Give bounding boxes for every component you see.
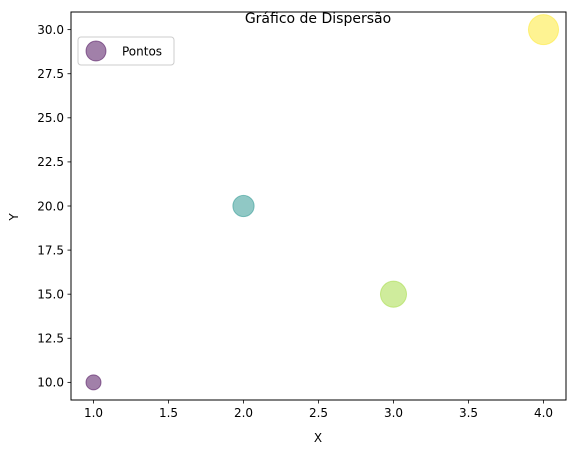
x-tick-label: 4.0 <box>534 406 553 420</box>
x-tick-label: 3.0 <box>384 406 403 420</box>
y-tick-label: 10.0 <box>37 376 64 390</box>
x-tick-label: 2.0 <box>234 406 253 420</box>
y-tick-label: 27.5 <box>37 67 64 81</box>
y-tick-label: 25.0 <box>37 111 64 125</box>
y-tick-label: 12.5 <box>37 332 64 346</box>
axes-frame <box>70 11 567 401</box>
y-axis-label: Y <box>7 213 21 222</box>
legend-marker <box>85 40 107 62</box>
data-point <box>232 194 255 218</box>
data-point <box>85 374 102 391</box>
y-tick-label: 15.0 <box>37 287 64 301</box>
x-axis-label: X <box>314 431 322 445</box>
legend: Pontos <box>77 36 175 66</box>
x-tick-label: 1.0 <box>84 406 103 420</box>
y-tick-label: 22.5 <box>37 155 64 169</box>
y-tick-label: 17.5 <box>37 243 64 257</box>
x-tick-label: 2.5 <box>309 406 328 420</box>
x-tick-label: 3.5 <box>459 406 478 420</box>
y-tick-label: 20.0 <box>37 199 64 213</box>
plot-area <box>85 14 560 391</box>
data-point <box>527 14 560 46</box>
data-point <box>379 280 408 308</box>
x-tick-label: 1.5 <box>159 406 178 420</box>
chart-title: Gráfico de Dispersão <box>245 11 391 27</box>
legend-label: Pontos <box>122 45 162 59</box>
y-tick-label: 30.0 <box>37 23 64 37</box>
